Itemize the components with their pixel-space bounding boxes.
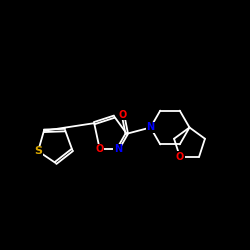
Text: N: N xyxy=(146,122,154,132)
Text: N: N xyxy=(114,144,122,154)
Text: O: O xyxy=(119,110,127,120)
Text: O: O xyxy=(96,144,104,154)
Text: O: O xyxy=(176,152,184,162)
Text: S: S xyxy=(34,146,42,156)
